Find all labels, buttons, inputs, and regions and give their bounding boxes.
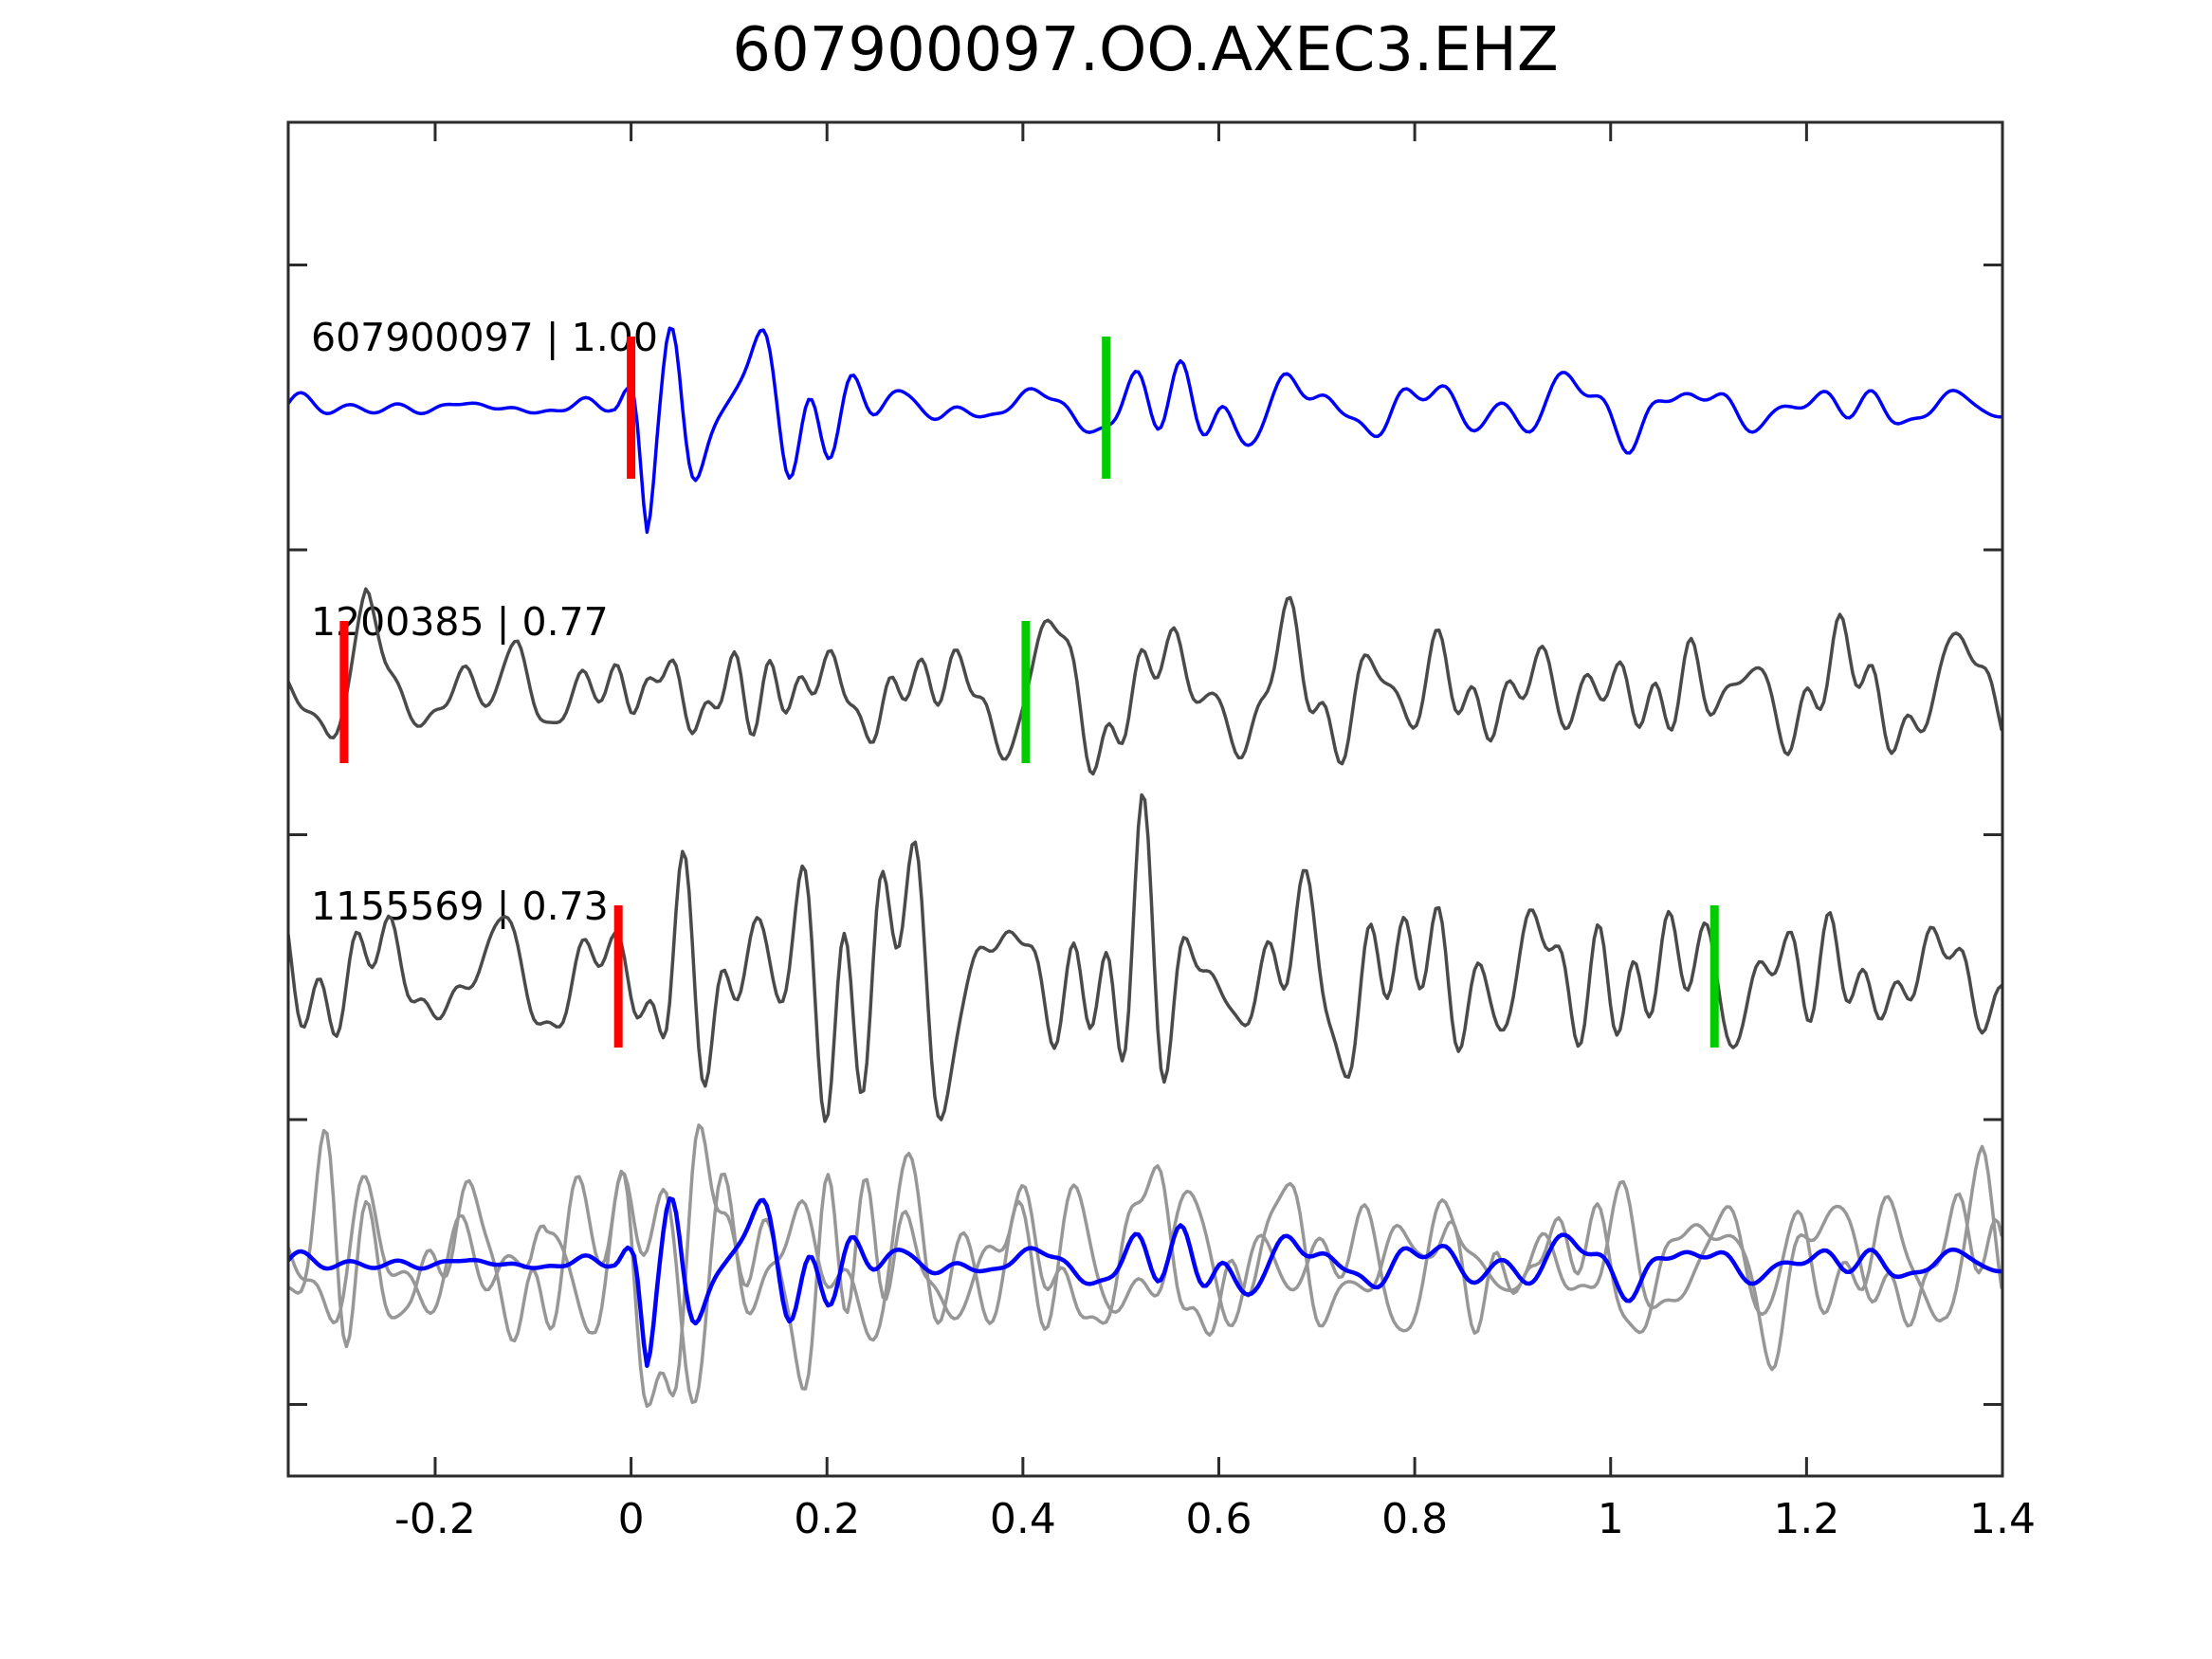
overlay-waveform-1155569-aligned: [288, 1144, 2002, 1405]
trace-waveform-1155569: [288, 793, 2002, 1123]
x-tick-label: 0.6: [1185, 1495, 1252, 1543]
x-tick-label: 1: [1598, 1495, 1624, 1543]
plot-border: [286, 120, 2004, 1478]
x-tick-label: 0.2: [794, 1495, 860, 1543]
trace-label-607900097: 607900097 | 1.00: [311, 315, 658, 360]
x-tick-label: 1.2: [1773, 1495, 1839, 1543]
x-tick-label: 1.4: [1969, 1495, 2036, 1543]
x-tick-label: 0: [618, 1495, 645, 1543]
trace-waveform-1200385: [288, 587, 2002, 776]
overlay-waveform-1200385-aligned: [288, 1123, 2002, 1409]
x-tick-label: 0.4: [990, 1495, 1056, 1543]
waveforms-layer: [288, 326, 2002, 1409]
chart-title: 607900097.OO.AXEC3.EHZ: [732, 15, 1559, 85]
x-tick-label: -0.2: [394, 1495, 476, 1543]
trace-label-1155569: 1155569 | 0.73: [311, 884, 609, 929]
markers-layer: [339, 337, 1719, 1048]
axes-layer: -0.2 0 0.2 0.4 0.6 0.8 1 1.2 1.4: [286, 120, 2036, 1543]
x-tick-label: 0.8: [1381, 1495, 1448, 1543]
trace-waveform-607900097: [288, 326, 2002, 535]
overlay-waveform-607900097-reference: [288, 1196, 2002, 1368]
